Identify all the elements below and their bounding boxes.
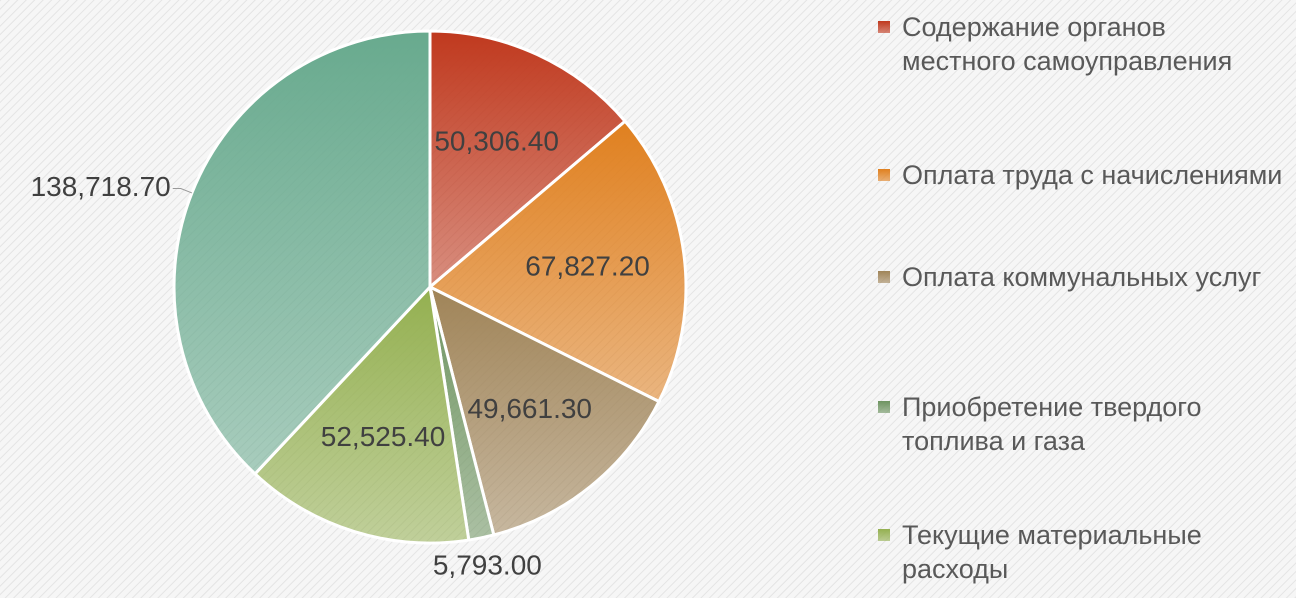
legend-swatch <box>878 401 890 413</box>
legend-swatch <box>878 169 890 181</box>
data-label: 5,793.00 <box>433 550 542 581</box>
legend-item: Оплата труда с начислениями <box>878 158 1296 192</box>
legend-swatch <box>878 529 890 541</box>
data-label: 50,306.40 <box>434 125 559 156</box>
data-label: 138,718.70 <box>31 171 171 202</box>
legend-item: Содержание органов местного самоуправлен… <box>878 10 1296 78</box>
legend-swatch <box>878 271 890 283</box>
data-label: 52,525.40 <box>321 421 446 452</box>
legend-label: Оплата труда с начислениями <box>902 160 1283 190</box>
leader-line <box>172 188 193 194</box>
legend-label: Оплата коммунальных услуг <box>902 262 1262 292</box>
data-label: 67,827.20 <box>525 250 650 281</box>
legend-swatch <box>878 21 890 33</box>
data-label: 49,661.30 <box>467 393 592 424</box>
pie-slice <box>428 29 628 291</box>
legend-item: Приобретение твердого топлива и газа <box>878 390 1296 458</box>
legend-item: Оплата коммунальных услуг <box>878 260 1296 294</box>
legend-label: Текущие материальные расходы <box>902 520 1202 584</box>
legend-label: Приобретение твердого топлива и газа <box>902 392 1202 456</box>
legend-label: Содержание органов местного самоуправлен… <box>902 12 1233 76</box>
pie-slice <box>427 119 688 404</box>
pie-slice <box>427 284 661 537</box>
legend-item: Текущие материальные расходы <box>878 518 1296 586</box>
pie-slice <box>252 283 471 545</box>
